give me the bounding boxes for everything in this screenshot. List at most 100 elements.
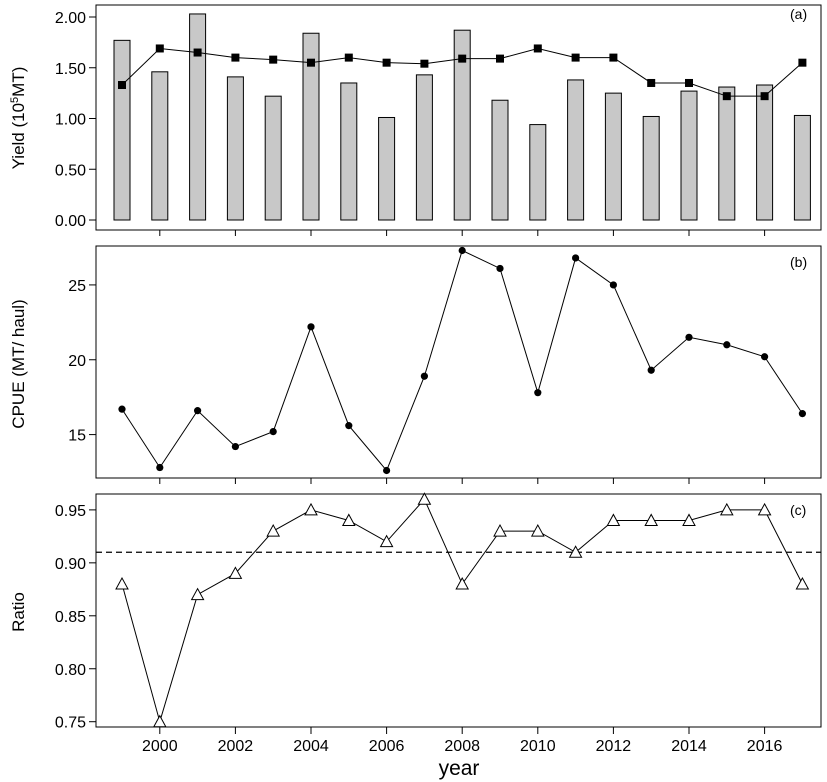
panel-b-cpue: 15 20 25 (b) CPUE (MT/ haul)	[9, 245, 822, 484]
ratio-triangle-marker	[682, 513, 696, 526]
panel-c-y-tick-label: 0.75	[55, 715, 86, 732]
cpue-point	[798, 410, 807, 418]
ratio-triangle-marker	[795, 576, 810, 590]
yield-bar	[302, 32, 320, 221]
panel-a-yield: 0.00 0.50 1.00 1.50 2.00 (a) Yield (105MT)	[9, 4, 822, 236]
panel-b-y-tick-label: 20	[68, 353, 86, 370]
ratio-triangle-marker	[493, 524, 507, 537]
ratio-triangle-marker	[228, 566, 243, 579]
panel-a-ylabel-unit: MT)	[9, 67, 28, 97]
panel-c-y-tick-label: 0.80	[55, 662, 86, 679]
panel-c-ratio: 0.75 0.80 0.85 0.90 0.95 2000 2002 2004 2006 200…	[9, 492, 822, 780]
yield-line-series	[118, 44, 807, 101]
cpue-point	[307, 323, 315, 331]
panel-c-label: (c)	[790, 502, 806, 518]
panel-c-y-tick-label: 0.95	[55, 503, 86, 520]
yield-square-marker	[307, 58, 315, 67]
ratio-triangle-marker	[379, 534, 394, 548]
ratio-triangle-marker	[530, 524, 545, 537]
yield-bar	[113, 39, 131, 221]
yield-bar	[415, 74, 433, 221]
cpue-point	[383, 466, 391, 475]
panel-a-y-tick-label: 1.50	[55, 61, 86, 78]
yield-square-marker	[420, 59, 429, 68]
panel-c-y-tick-label: 0.90	[55, 556, 86, 573]
yield-square-marker	[760, 92, 769, 101]
yield-square-marker	[193, 48, 202, 57]
yield-bar	[453, 29, 471, 221]
yield-square-marker	[382, 58, 391, 67]
yield-square-marker	[571, 53, 580, 62]
ratio-triangle-marker	[455, 576, 470, 590]
cpue-point	[194, 407, 202, 415]
cpue-point	[572, 254, 580, 262]
panel-b-y-axis: 15 20 25	[68, 278, 766, 484]
yield-square-marker	[647, 78, 656, 87]
yield-square-marker	[344, 53, 353, 62]
yield-bar	[151, 71, 169, 221]
cpue-point	[156, 463, 164, 472]
x-tick-label: 2016	[747, 738, 783, 755]
panel-b-label: (b)	[790, 254, 807, 270]
cpue-line	[121, 249, 803, 472]
cpue-point	[458, 246, 466, 255]
x-tick-label: 2012	[596, 738, 632, 755]
ratio-triangle-marker	[152, 714, 167, 728]
yield-square-marker	[269, 55, 278, 64]
ratio-triangle-marker	[568, 545, 583, 558]
panel-a-y-tick-label: 0.00	[55, 213, 86, 230]
panel-c-y-tick-label: 0.85	[55, 609, 86, 626]
panel-a-y-tick-label: 2.00	[55, 10, 86, 27]
panel-b-y-axis-title: CPUE (MT/ haul)	[9, 299, 28, 428]
x-tick-label: 2014	[671, 738, 707, 755]
ratio-triangle-marker	[266, 524, 281, 537]
cpue-point	[647, 366, 655, 374]
panel-c-y-axis: 0.75 0.80 0.85 0.90 0.95	[55, 503, 96, 732]
ratio-triangle-marker	[757, 502, 772, 516]
panel-b-y-tick-label: 15	[68, 428, 86, 445]
ratio-triangle-marker	[644, 513, 659, 526]
yield-bar	[491, 99, 509, 221]
cpue-point	[609, 281, 618, 289]
panel-b-y-tick-label: 25	[68, 278, 86, 295]
yield-bar	[756, 84, 774, 221]
yield-bar	[604, 92, 622, 221]
x-tick-label: 2006	[369, 738, 405, 755]
panel-a-y-axis: 0.00 0.50 1.00 1.50 2.00	[55, 10, 766, 236]
x-tick-label: 2002	[218, 738, 254, 755]
cpue-line-series	[118, 246, 807, 475]
yield-square-marker	[533, 44, 542, 53]
panel-c-y-axis-title: Ratio	[9, 592, 28, 632]
yield-bar	[642, 115, 660, 221]
ratio-triangle-marker	[341, 513, 356, 526]
cpue-point	[534, 389, 542, 397]
ratio-triangle-marker	[417, 492, 432, 505]
cpue-point	[723, 341, 731, 349]
cpue-point	[685, 333, 693, 341]
panel-a-frame	[95, 4, 822, 231]
ratio-triangle-marker	[115, 576, 129, 590]
x-tick-label: 2008	[444, 738, 480, 755]
x-tick-label: 2004	[293, 738, 329, 755]
cpue-point	[345, 422, 353, 430]
yield-bar	[680, 90, 698, 221]
x-tick-label: 2000	[142, 738, 178, 755]
yield-bar	[529, 124, 547, 221]
yield-bar	[226, 76, 244, 221]
yield-square-marker	[155, 44, 164, 53]
ratio-triangle-marker	[304, 502, 318, 516]
yield-bar	[793, 114, 811, 221]
cpue-point	[761, 353, 769, 361]
cpue-point	[269, 428, 277, 436]
ratio-line-series	[115, 492, 810, 728]
yield-square-marker	[798, 58, 807, 67]
panel-a-ylabel-text: Yield (10	[9, 103, 28, 169]
cpue-point	[118, 405, 126, 413]
yield-square-marker	[722, 92, 731, 101]
ratio-line	[121, 498, 803, 724]
yield-square-marker	[118, 81, 126, 90]
ratio-triangle-marker	[606, 513, 621, 526]
yield-square-marker	[458, 54, 467, 63]
yield-bar	[340, 82, 358, 221]
